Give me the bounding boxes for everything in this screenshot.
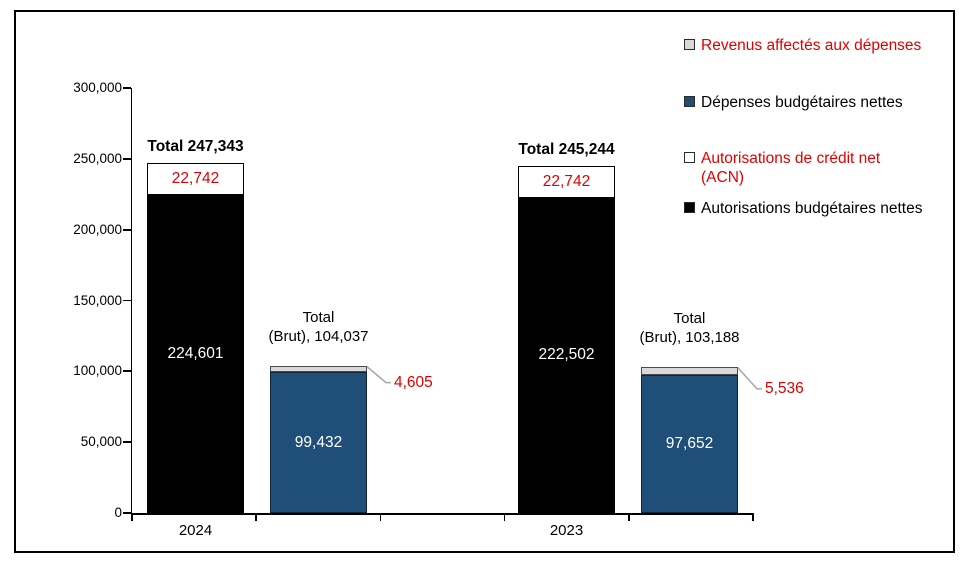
legend-item-autorisations-nettes: Autorisations budgétaires nettes bbox=[684, 199, 964, 218]
brut-total-label-line1: Total bbox=[673, 309, 706, 327]
x-tick bbox=[752, 513, 754, 521]
revenues-segment bbox=[641, 366, 738, 375]
x-axis-line bbox=[130, 513, 754, 515]
y-tick bbox=[123, 228, 131, 231]
brut-total-label: Total (Brut), 104,037 bbox=[234, 308, 404, 346]
category-label-2024: 2024 bbox=[178, 522, 213, 539]
y-tick-label: 250,000 bbox=[73, 150, 122, 166]
x-tick bbox=[255, 513, 258, 521]
y-tick bbox=[123, 370, 131, 373]
net-expenditures-segment bbox=[270, 372, 367, 513]
brut-total-label-line2: (Brut), 103,188 bbox=[639, 328, 740, 346]
y-tick-label: 0 bbox=[114, 505, 122, 520]
y-tick bbox=[123, 441, 131, 444]
legend-swatch-revenus-affectes bbox=[684, 39, 695, 50]
y-tick-label: 100,000 bbox=[73, 363, 122, 379]
y-axis-line bbox=[130, 88, 133, 515]
x-tick bbox=[627, 513, 630, 521]
net-authorizations-value-label: 224,601 bbox=[167, 344, 224, 362]
y-tick bbox=[123, 299, 131, 302]
y-tick bbox=[123, 157, 131, 160]
legend-item-depenses-nettes: Dépenses budgétaires nettes bbox=[684, 93, 964, 112]
y-tick bbox=[123, 87, 131, 89]
revenues-value-label: 5,536 bbox=[765, 379, 804, 397]
legend-item-revenus-affectes: Revenus affectés aux dépenses bbox=[684, 36, 964, 55]
net-expenditures-value-label: 97,652 bbox=[665, 434, 714, 452]
legend-label-autorisations-nettes: Autorisations budgétaires nettes bbox=[701, 200, 923, 217]
y-tick-label: 50,000 bbox=[80, 434, 122, 450]
legend-swatch-depenses-nettes bbox=[684, 96, 695, 107]
brut-total-label-line1: Total bbox=[302, 308, 335, 326]
acn-value-label: 22,742 bbox=[171, 169, 220, 187]
legend-swatch-autorisations-nettes bbox=[684, 202, 695, 213]
y-tick-label: 150,000 bbox=[73, 292, 122, 308]
acn-value-label: 22,742 bbox=[542, 172, 591, 190]
legend-label-depenses-nettes: Dépenses budgétaires nettes bbox=[701, 94, 903, 111]
y-tick-label: 200,000 bbox=[73, 221, 122, 237]
x-tick bbox=[379, 513, 382, 521]
brut-total-label-line2: (Brut), 104,037 bbox=[268, 327, 369, 345]
x-tick bbox=[131, 513, 133, 521]
acn-segment bbox=[147, 162, 244, 195]
acn-segment bbox=[518, 165, 615, 198]
net-expenditures-segment bbox=[641, 374, 738, 513]
legend-item-acn: Autorisations de crédit net (ACN) bbox=[684, 149, 964, 187]
gross-total-label: Total 245,244 bbox=[518, 140, 615, 158]
brut-total-label: Total (Brut), 103,188 bbox=[605, 309, 775, 347]
net-authorizations-segment bbox=[147, 194, 244, 513]
revenues-segment bbox=[270, 365, 367, 373]
gross-total-label: Total 247,343 bbox=[147, 137, 244, 155]
net-authorizations-segment bbox=[518, 197, 615, 513]
revenues-value-label: 4,605 bbox=[394, 373, 433, 391]
y-tick-label: 300,000 bbox=[73, 80, 122, 95]
legend-label-acn: Autorisations de crédit net (ACN) bbox=[701, 150, 881, 186]
x-tick bbox=[503, 513, 506, 521]
net-expenditures-value-label: 99,432 bbox=[294, 433, 343, 451]
y-tick bbox=[123, 512, 131, 514]
category-label-2023: 2023 bbox=[549, 522, 584, 539]
net-authorizations-value-label: 222,502 bbox=[538, 346, 595, 364]
legend-swatch-acn bbox=[684, 152, 695, 163]
legend-label-revenus-affectes: Revenus affectés aux dépenses bbox=[701, 37, 922, 54]
